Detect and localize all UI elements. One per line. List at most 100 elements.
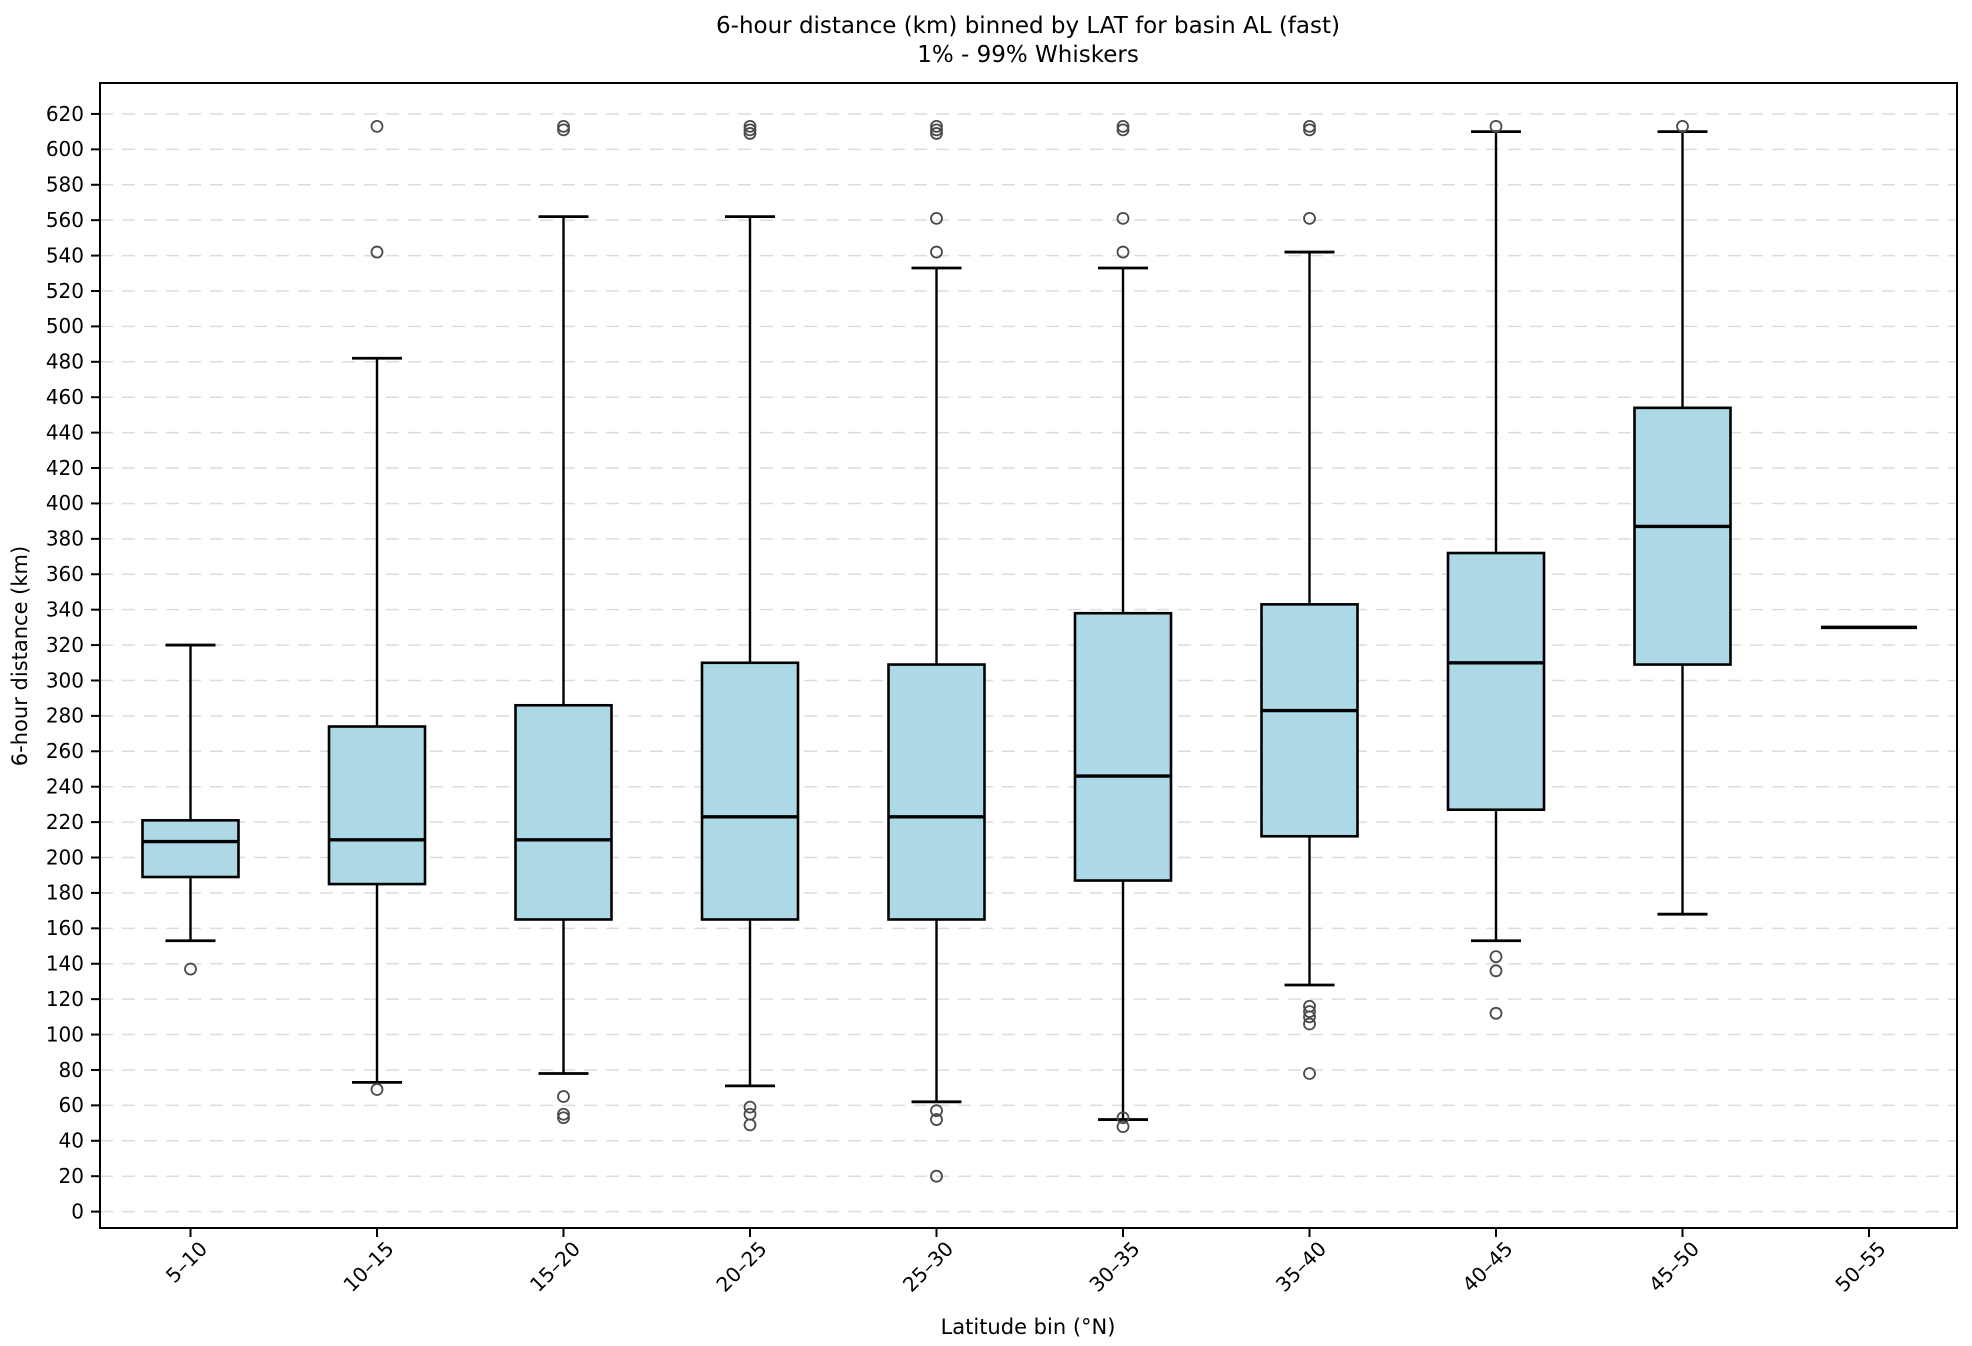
y-tick-label: 300 xyxy=(46,668,84,692)
outlier-point xyxy=(930,119,943,133)
y-tick-label: 40 xyxy=(59,1129,84,1153)
outlier-point xyxy=(930,1113,943,1126)
y-axis-title: 6-hour distance (km) xyxy=(8,546,32,766)
y-tick-label: 200 xyxy=(46,845,84,869)
y-tick-label: 280 xyxy=(46,704,84,728)
x-tick-label: 15–20 xyxy=(525,1237,585,1297)
x-tick-label: 50–55 xyxy=(1830,1237,1890,1297)
y-tick-label: 440 xyxy=(46,420,84,444)
x-axis-title: Latitude bin (°N) xyxy=(941,1315,1116,1339)
outlier-point xyxy=(1489,1006,1503,1020)
outlier-point xyxy=(557,1111,570,1125)
iqr-box xyxy=(327,725,427,886)
x-tick-label: 20–25 xyxy=(711,1237,771,1297)
iqr-box xyxy=(1073,611,1173,882)
boxplot-45–50 xyxy=(1633,119,1732,916)
chart-title: 6-hour distance (km) binned by LAT for b… xyxy=(716,13,1340,39)
y-tick-label: 340 xyxy=(46,597,84,621)
outlier-point xyxy=(930,245,943,259)
y-tick-label: 320 xyxy=(46,633,84,657)
outlier-point xyxy=(743,119,757,133)
outlier-point xyxy=(557,1107,570,1121)
outlier-point xyxy=(557,1090,570,1103)
iqr-box xyxy=(887,663,986,921)
outlier-point xyxy=(1303,123,1316,137)
y-tick-label: 60 xyxy=(59,1093,84,1117)
y-tick-label: 100 xyxy=(46,1022,84,1046)
x-tick-label: 40–45 xyxy=(1457,1237,1517,1297)
outlier-point xyxy=(930,212,943,225)
y-tick-label: 380 xyxy=(46,527,84,551)
outlier-point xyxy=(370,1083,384,1096)
y-tick-label: 180 xyxy=(46,881,84,905)
iqr-box xyxy=(141,819,240,879)
y-tick-label: 140 xyxy=(46,952,84,976)
x-tick-label: 30–35 xyxy=(1084,1237,1144,1297)
y-tick-label: 400 xyxy=(46,491,84,515)
box-layer xyxy=(141,119,1917,1183)
outlier-point xyxy=(1303,1005,1316,1018)
outlier-point xyxy=(370,245,384,259)
outlier-point xyxy=(1303,119,1316,133)
y-tick-label: 560 xyxy=(46,208,84,232)
outlier-point xyxy=(1303,1010,1316,1024)
y-tick-label: 540 xyxy=(46,243,84,267)
iqr-box xyxy=(700,661,800,921)
outlier-point xyxy=(1489,119,1503,133)
y-tick-label: 160 xyxy=(46,916,84,940)
boxplot-5–10 xyxy=(141,643,240,976)
outlier-point xyxy=(1116,245,1130,259)
outlier-point xyxy=(930,1169,943,1183)
outlier-point xyxy=(1489,964,1503,978)
x-tick-label: 35–40 xyxy=(1271,1237,1331,1297)
y-tick-label: 480 xyxy=(46,350,84,374)
y-tick-label: 420 xyxy=(46,456,84,480)
outlier-point xyxy=(1303,1017,1316,1031)
y-tick-label: 360 xyxy=(46,562,84,586)
boxplot-20–25 xyxy=(700,119,800,1132)
outlier-point xyxy=(1489,950,1503,964)
outlier-point xyxy=(370,119,384,133)
outlier-point xyxy=(1116,119,1130,133)
outlier-point xyxy=(1116,212,1130,225)
x-tick-label: 25–30 xyxy=(898,1237,958,1297)
plot-border xyxy=(99,82,1958,1229)
boxplot-40–45 xyxy=(1446,119,1546,1020)
outlier-point xyxy=(1676,119,1689,133)
outlier-point xyxy=(743,1118,757,1132)
y-tick-label: 260 xyxy=(46,739,84,763)
outlier-point xyxy=(1116,1111,1130,1125)
y-tick-label: 600 xyxy=(46,137,84,161)
outlier-point xyxy=(1303,1067,1316,1080)
boxplot-25–30 xyxy=(887,119,986,1183)
y-tick-label: 500 xyxy=(46,314,84,338)
iqr-box xyxy=(1633,406,1732,666)
y-tick-label: 120 xyxy=(46,987,84,1011)
outlier-point xyxy=(557,119,570,133)
y-tick-label: 20 xyxy=(59,1164,84,1188)
x-tick-label: 5–10 xyxy=(161,1237,212,1288)
y-tick-label: 620 xyxy=(46,102,84,126)
outlier-point xyxy=(743,127,757,140)
y-tick-label: 240 xyxy=(46,775,84,799)
axis-layer: 0 20 40 60 80 100 120 140 160 180 200 220 240 260 280 3… xyxy=(46,82,1958,1297)
chart-subtitle: 1% - 99% Whiskers xyxy=(917,42,1139,68)
y-tick-label: 520 xyxy=(46,279,84,303)
outlier-point xyxy=(1303,212,1316,225)
y-tick-label: 460 xyxy=(46,385,84,409)
outlier-point xyxy=(557,123,570,137)
iqr-box xyxy=(514,703,613,921)
boxplot-30–35 xyxy=(1073,119,1173,1134)
iqr-box xyxy=(1260,603,1359,838)
outlier-point xyxy=(930,1104,943,1118)
outlier-point xyxy=(930,127,943,140)
boxplot-15–20 xyxy=(514,119,613,1125)
boxplot-10–15 xyxy=(327,119,427,1096)
x-tick-label: 45–50 xyxy=(1644,1237,1704,1297)
boxplot-35–40 xyxy=(1260,119,1359,1080)
y-tick-label: 220 xyxy=(46,810,84,834)
iqr-box xyxy=(1446,551,1546,812)
outlier-point xyxy=(1116,123,1130,137)
